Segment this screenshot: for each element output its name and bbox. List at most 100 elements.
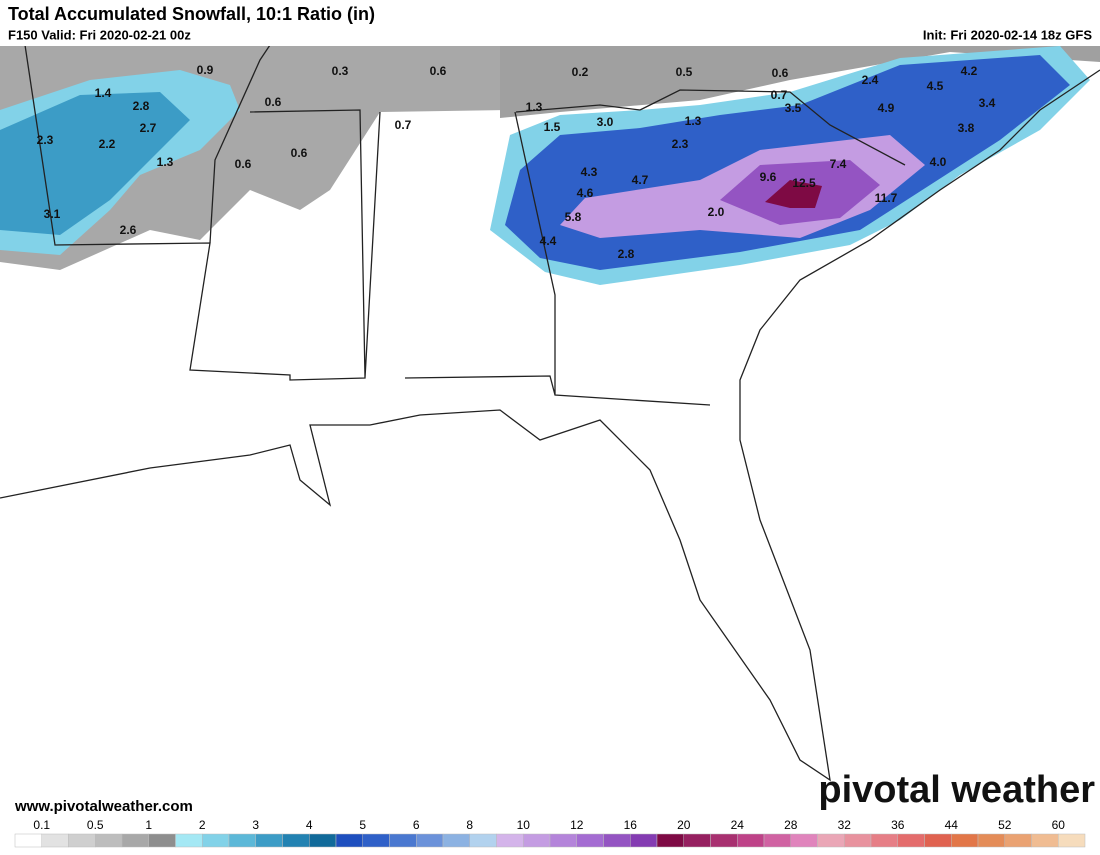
legend-swatch xyxy=(951,833,979,848)
value-label: 0.6 xyxy=(235,157,252,171)
snow-field xyxy=(500,45,1100,118)
value-label: 3.4 xyxy=(979,96,996,110)
legend-swatch xyxy=(656,833,684,848)
value-label: 1.3 xyxy=(526,100,543,114)
value-label: 2.2 xyxy=(99,137,116,151)
value-label: 0.6 xyxy=(430,64,447,78)
legend-tick: 12 xyxy=(570,818,584,832)
legend-tick: 0.5 xyxy=(87,818,104,832)
value-label: 2.7 xyxy=(140,121,157,135)
legend-swatch xyxy=(255,833,283,848)
legend-swatch xyxy=(228,833,256,848)
url: www.pivotalweather.com xyxy=(14,798,193,815)
legend-swatch xyxy=(870,833,898,848)
value-label: 0.9 xyxy=(197,63,214,77)
legend-tick: 36 xyxy=(891,818,905,832)
legend-swatch xyxy=(790,833,818,848)
value-label: 11.7 xyxy=(875,191,898,205)
legend-tick: 20 xyxy=(677,818,691,832)
value-label: 0.2 xyxy=(572,65,589,79)
value-label: 4.3 xyxy=(581,165,598,179)
legend-swatch xyxy=(362,833,390,848)
value-label: 0.6 xyxy=(291,146,308,160)
legend-swatch xyxy=(309,833,337,848)
legend-swatch xyxy=(897,833,925,848)
legend-tick: 44 xyxy=(945,818,959,832)
legend-tick: 10 xyxy=(517,818,531,832)
value-label: 9.6 xyxy=(760,170,777,184)
snow-field xyxy=(765,180,822,208)
legend-swatch xyxy=(603,833,631,848)
value-label: 1.3 xyxy=(685,114,702,128)
legend-tick: 2 xyxy=(199,818,206,832)
legend-swatch xyxy=(389,833,417,848)
legend-tick: 3 xyxy=(252,818,259,832)
value-label: 4.5 xyxy=(927,79,944,93)
legend-swatch xyxy=(148,833,176,848)
legend-tick: 32 xyxy=(838,818,852,832)
value-label: 2.3 xyxy=(37,133,54,147)
legend-swatch xyxy=(14,833,42,848)
value-label: 0.5 xyxy=(676,65,693,79)
legend-swatch xyxy=(924,833,952,848)
legend-swatch xyxy=(549,833,577,848)
value-label: 2.8 xyxy=(133,99,150,113)
legend-swatch xyxy=(683,833,711,848)
legend-swatch xyxy=(630,833,658,848)
value-label: 0.7 xyxy=(771,88,788,102)
legend-swatch xyxy=(576,833,604,848)
value-label: 4.2 xyxy=(961,64,978,78)
value-label: 2.3 xyxy=(672,137,689,151)
value-label: 3.1 xyxy=(44,207,61,221)
value-label: 4.9 xyxy=(878,101,895,115)
value-label: 4.0 xyxy=(930,155,947,169)
state-line xyxy=(24,44,906,406)
legend-tick: 52 xyxy=(998,818,1012,832)
legend-swatch xyxy=(977,833,1005,848)
value-label: 1.5 xyxy=(544,120,561,134)
legend-swatch xyxy=(1058,833,1086,848)
legend-tick: 4 xyxy=(306,818,313,832)
value-label: 0.6 xyxy=(265,95,282,109)
legend-swatch xyxy=(282,833,310,848)
value-label: 0.6 xyxy=(772,66,789,80)
legend-swatch xyxy=(175,833,203,848)
value-label: 1.3 xyxy=(157,155,174,169)
legend-swatch xyxy=(1004,833,1032,848)
value-label: 4.4 xyxy=(540,234,557,248)
value-label: 3.5 xyxy=(785,101,802,115)
legend-tick: 1 xyxy=(145,818,152,832)
legend-swatch xyxy=(1031,833,1059,848)
value-label: 3.0 xyxy=(597,115,614,129)
legend-swatch xyxy=(68,833,96,848)
legend-swatch xyxy=(763,833,791,848)
init-time: Init: Fri 2020-02-14 18z GFS xyxy=(923,27,1092,42)
value-label: 4.7 xyxy=(632,173,649,187)
legend-tick: 0.1 xyxy=(33,818,50,832)
legend-tick: 16 xyxy=(624,818,638,832)
legend-swatch xyxy=(817,833,845,848)
value-label: 0.3 xyxy=(332,64,349,78)
value-label: 2.8 xyxy=(618,247,635,261)
brand: pivotal weather xyxy=(818,769,1095,811)
snow-fields xyxy=(0,45,1100,285)
legend-swatch xyxy=(710,833,738,848)
value-label: 2.6 xyxy=(120,223,137,237)
legend-swatch xyxy=(202,833,230,848)
value-label: 0.7 xyxy=(395,118,412,132)
header-bg xyxy=(0,0,1100,46)
title: Total Accumulated Snowfall, 10:1 Ratio (… xyxy=(8,4,375,24)
legend-tick: 6 xyxy=(413,818,420,832)
value-label: 2.0 xyxy=(708,205,725,219)
value-label: 3.8 xyxy=(958,121,975,135)
valid-time: F150 Valid: Fri 2020-02-21 00z xyxy=(8,27,191,42)
value-label: 2.4 xyxy=(862,73,879,87)
value-label: 1.4 xyxy=(95,86,112,100)
borders xyxy=(0,44,1100,782)
legend-tick: 28 xyxy=(784,818,798,832)
legend-swatch xyxy=(41,833,69,848)
legend-tick: 5 xyxy=(359,818,366,832)
legend-tick: 60 xyxy=(1052,818,1066,832)
value-label: 7.4 xyxy=(830,157,847,171)
